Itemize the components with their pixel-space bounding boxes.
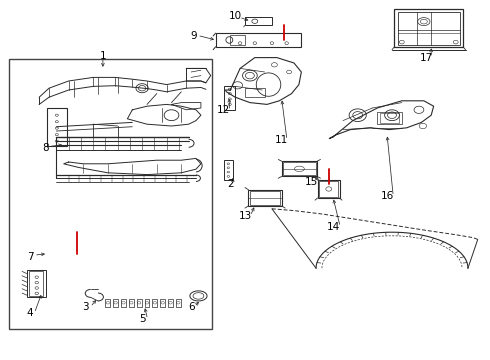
Bar	[121, 299, 126, 307]
Bar	[145, 299, 149, 307]
Bar	[283, 162, 316, 175]
Bar	[29, 271, 43, 296]
Bar	[282, 161, 317, 176]
Bar	[168, 299, 173, 307]
Text: 16: 16	[380, 191, 394, 201]
Bar	[27, 270, 46, 297]
Bar	[377, 112, 402, 124]
Bar	[216, 33, 301, 47]
Bar	[47, 108, 67, 146]
Text: 3: 3	[82, 302, 89, 312]
Text: 8: 8	[42, 143, 49, 153]
Bar	[398, 12, 460, 45]
Bar	[224, 160, 233, 180]
Bar	[245, 88, 265, 97]
Text: 4: 4	[26, 308, 33, 318]
Text: 7: 7	[27, 252, 34, 262]
Bar	[250, 191, 280, 205]
Bar	[248, 190, 282, 206]
Text: 9: 9	[190, 31, 197, 41]
Text: 5: 5	[139, 314, 146, 324]
Bar	[319, 181, 338, 197]
Bar	[224, 86, 235, 110]
Bar	[152, 299, 157, 307]
Text: 14: 14	[326, 222, 340, 232]
Bar	[318, 180, 340, 198]
Bar	[160, 299, 165, 307]
Text: 12: 12	[216, 105, 230, 115]
Bar	[137, 299, 142, 307]
Bar	[105, 299, 110, 307]
Bar	[9, 59, 212, 329]
Bar	[245, 17, 272, 25]
Bar	[176, 299, 181, 307]
Bar	[129, 299, 134, 307]
Text: 13: 13	[238, 211, 252, 221]
Bar	[380, 113, 399, 123]
Text: 6: 6	[188, 302, 195, 312]
Bar	[394, 9, 463, 47]
Text: 11: 11	[275, 135, 289, 145]
Bar	[230, 35, 245, 45]
Text: 10: 10	[229, 11, 242, 21]
Text: 15: 15	[304, 177, 318, 187]
Text: 1: 1	[99, 51, 106, 61]
Text: 2: 2	[227, 179, 234, 189]
Text: 17: 17	[419, 53, 433, 63]
Bar	[113, 299, 118, 307]
